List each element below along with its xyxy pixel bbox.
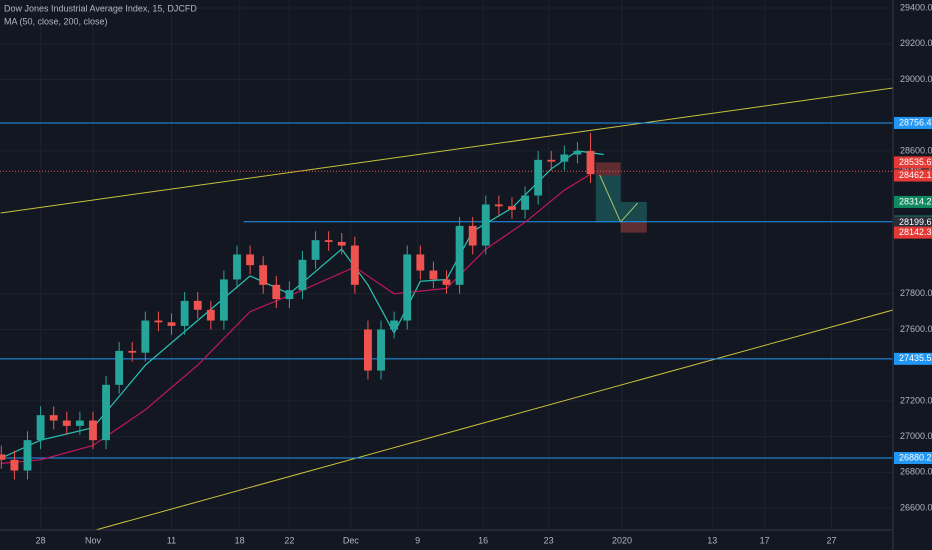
candle-body bbox=[141, 320, 150, 353]
price-label-bg bbox=[894, 116, 932, 129]
candle-body bbox=[193, 300, 202, 310]
candle-body bbox=[534, 159, 543, 196]
price-label: 26880.2 bbox=[899, 452, 932, 462]
candle-body bbox=[285, 290, 294, 300]
candle-body bbox=[364, 329, 372, 371]
x-tick-label: Nov bbox=[85, 535, 102, 545]
position-band bbox=[595, 175, 621, 223]
candle-body bbox=[272, 284, 281, 300]
price-label: 27435.5 bbox=[899, 353, 932, 363]
y-tick-label: 27800.0 bbox=[900, 288, 932, 298]
position-band bbox=[620, 221, 647, 233]
y-tick-label: 29400.0 bbox=[900, 2, 932, 12]
candle-body bbox=[36, 415, 45, 441]
candle-body bbox=[10, 459, 19, 471]
x-tick-label: 16 bbox=[478, 535, 488, 545]
position-band bbox=[595, 162, 621, 176]
x-tick-label: Dec bbox=[343, 535, 360, 545]
chart-title: Dow Jones Industrial Average Index, 15, … bbox=[4, 3, 197, 13]
candle-body bbox=[23, 440, 32, 471]
price-label: 28314.2 bbox=[899, 196, 932, 206]
candle-body bbox=[560, 154, 569, 162]
plot bbox=[0, 87, 894, 531]
candle-body bbox=[390, 320, 399, 330]
y-tick-label: 26800.0 bbox=[900, 467, 932, 477]
trendline bbox=[95, 309, 894, 531]
candle-body bbox=[547, 159, 556, 162]
candle-body bbox=[75, 420, 84, 426]
y-tick-label: 28600.0 bbox=[900, 145, 932, 155]
candle-body bbox=[481, 204, 490, 246]
price-label-bg bbox=[894, 195, 932, 208]
candle-body bbox=[102, 384, 110, 441]
x-tick-label: 11 bbox=[167, 535, 176, 545]
x-tick-label: 27 bbox=[826, 535, 836, 545]
y-tick-label: 26600.0 bbox=[900, 502, 932, 512]
position-band bbox=[620, 201, 647, 222]
x-tick-label: 28 bbox=[36, 535, 46, 545]
x-tick-label: 23 bbox=[544, 535, 554, 545]
candle-body bbox=[377, 329, 385, 371]
trendline bbox=[0, 87, 894, 214]
price-label-bg bbox=[894, 156, 932, 169]
x-tick-label: 2020 bbox=[612, 535, 632, 545]
candle-body bbox=[219, 279, 228, 321]
candle-body bbox=[49, 415, 58, 421]
candle-body bbox=[246, 254, 255, 266]
price-label-bg bbox=[894, 169, 932, 182]
x-tick-label: 18 bbox=[235, 535, 245, 545]
price-label: 28199.6 bbox=[899, 217, 932, 227]
candle-body bbox=[62, 420, 71, 426]
x-tick-label: 9 bbox=[415, 535, 420, 545]
candle-body bbox=[337, 241, 346, 246]
candle-body bbox=[521, 195, 529, 210]
candle-body bbox=[324, 240, 333, 242]
candle-body bbox=[573, 150, 582, 155]
x-tick-label: 22 bbox=[284, 535, 294, 545]
price-label-bg bbox=[894, 216, 932, 229]
price-label: 28756.4 bbox=[899, 117, 932, 127]
candle-body bbox=[180, 300, 189, 326]
candle-body bbox=[455, 225, 464, 285]
candle-body bbox=[128, 350, 137, 353]
price-label-bg bbox=[894, 352, 932, 365]
candle-body bbox=[403, 254, 412, 321]
y-tick-label: 27200.0 bbox=[900, 395, 932, 405]
candle-body bbox=[206, 309, 215, 321]
axes: 26600.0 26800.0 27000.0 27200.0 27600.0 27800… bbox=[36, 2, 932, 545]
price-label: 28535.6 bbox=[899, 157, 932, 167]
y-tick-label: 27000.0 bbox=[900, 431, 932, 441]
price-label: 28142.3 bbox=[899, 227, 932, 237]
x-tick-label: 13 bbox=[707, 535, 717, 545]
candle-body bbox=[298, 259, 307, 291]
x-tick-label: 17 bbox=[760, 535, 770, 545]
price-label-bg bbox=[894, 226, 932, 239]
candle-body bbox=[586, 150, 595, 175]
candle-body bbox=[442, 279, 451, 285]
indicator-legend: MA (50, close, 200, close) bbox=[4, 16, 108, 26]
y-tick-label: 29200.0 bbox=[900, 38, 932, 48]
candle-body bbox=[350, 245, 359, 285]
candle-body bbox=[233, 254, 241, 280]
candle-body bbox=[416, 254, 425, 271]
price-label-bg bbox=[894, 452, 932, 464]
candle-body bbox=[311, 240, 320, 260]
price-label: 28462.1 bbox=[899, 170, 932, 180]
moving-average bbox=[1, 173, 591, 464]
candle-body bbox=[0, 454, 6, 460]
candle-body bbox=[494, 204, 503, 207]
candle-body bbox=[429, 270, 438, 280]
candle-body bbox=[167, 322, 176, 326]
candle-body bbox=[115, 350, 124, 385]
candle-body bbox=[508, 206, 516, 210]
y-tick-label: 27600.0 bbox=[900, 324, 932, 334]
candle-body bbox=[89, 420, 97, 441]
candle-body bbox=[154, 320, 163, 323]
y-tick-label: 29000.0 bbox=[900, 74, 932, 84]
candle-body bbox=[259, 265, 268, 285]
candle-body bbox=[468, 225, 477, 246]
